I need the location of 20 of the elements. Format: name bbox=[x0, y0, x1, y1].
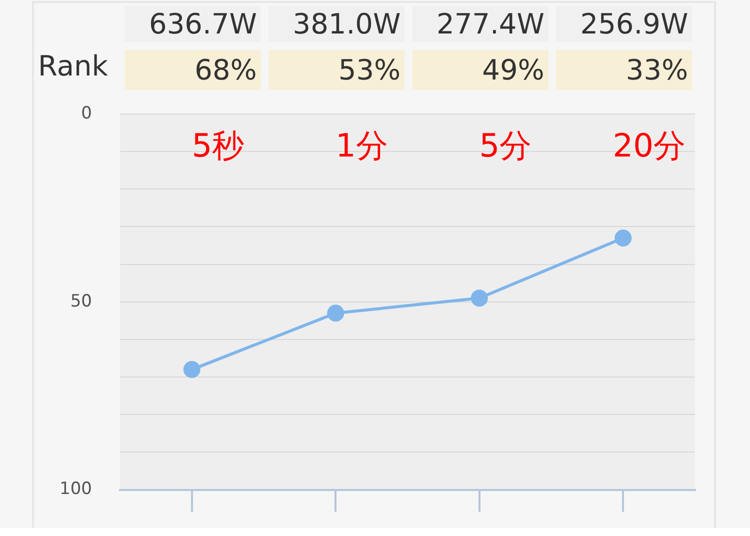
text: 381.0W bbox=[292, 7, 401, 40]
text: Rank bbox=[38, 49, 109, 82]
text: 49% bbox=[482, 53, 544, 86]
x-tick-label: 1分 bbox=[335, 126, 388, 164]
x-tick-label: 20分 bbox=[612, 126, 686, 164]
y-tick-label: 0 bbox=[81, 103, 92, 124]
x-tick-label: 5秒 bbox=[192, 126, 244, 164]
point bbox=[183, 361, 200, 378]
x-tick-label: 5分 bbox=[479, 126, 532, 164]
text: 53% bbox=[338, 53, 401, 86]
point bbox=[614, 230, 632, 247]
point bbox=[470, 290, 488, 307]
text: 277.4W bbox=[436, 7, 544, 40]
y-tick-label: 100 bbox=[60, 479, 92, 500]
y-tick-label: 50 bbox=[70, 291, 92, 312]
text: 256.9W bbox=[580, 7, 688, 40]
text: 68% bbox=[194, 53, 257, 86]
text: 33% bbox=[626, 53, 688, 86]
text: 636.7W bbox=[149, 7, 257, 40]
point bbox=[327, 304, 344, 322]
